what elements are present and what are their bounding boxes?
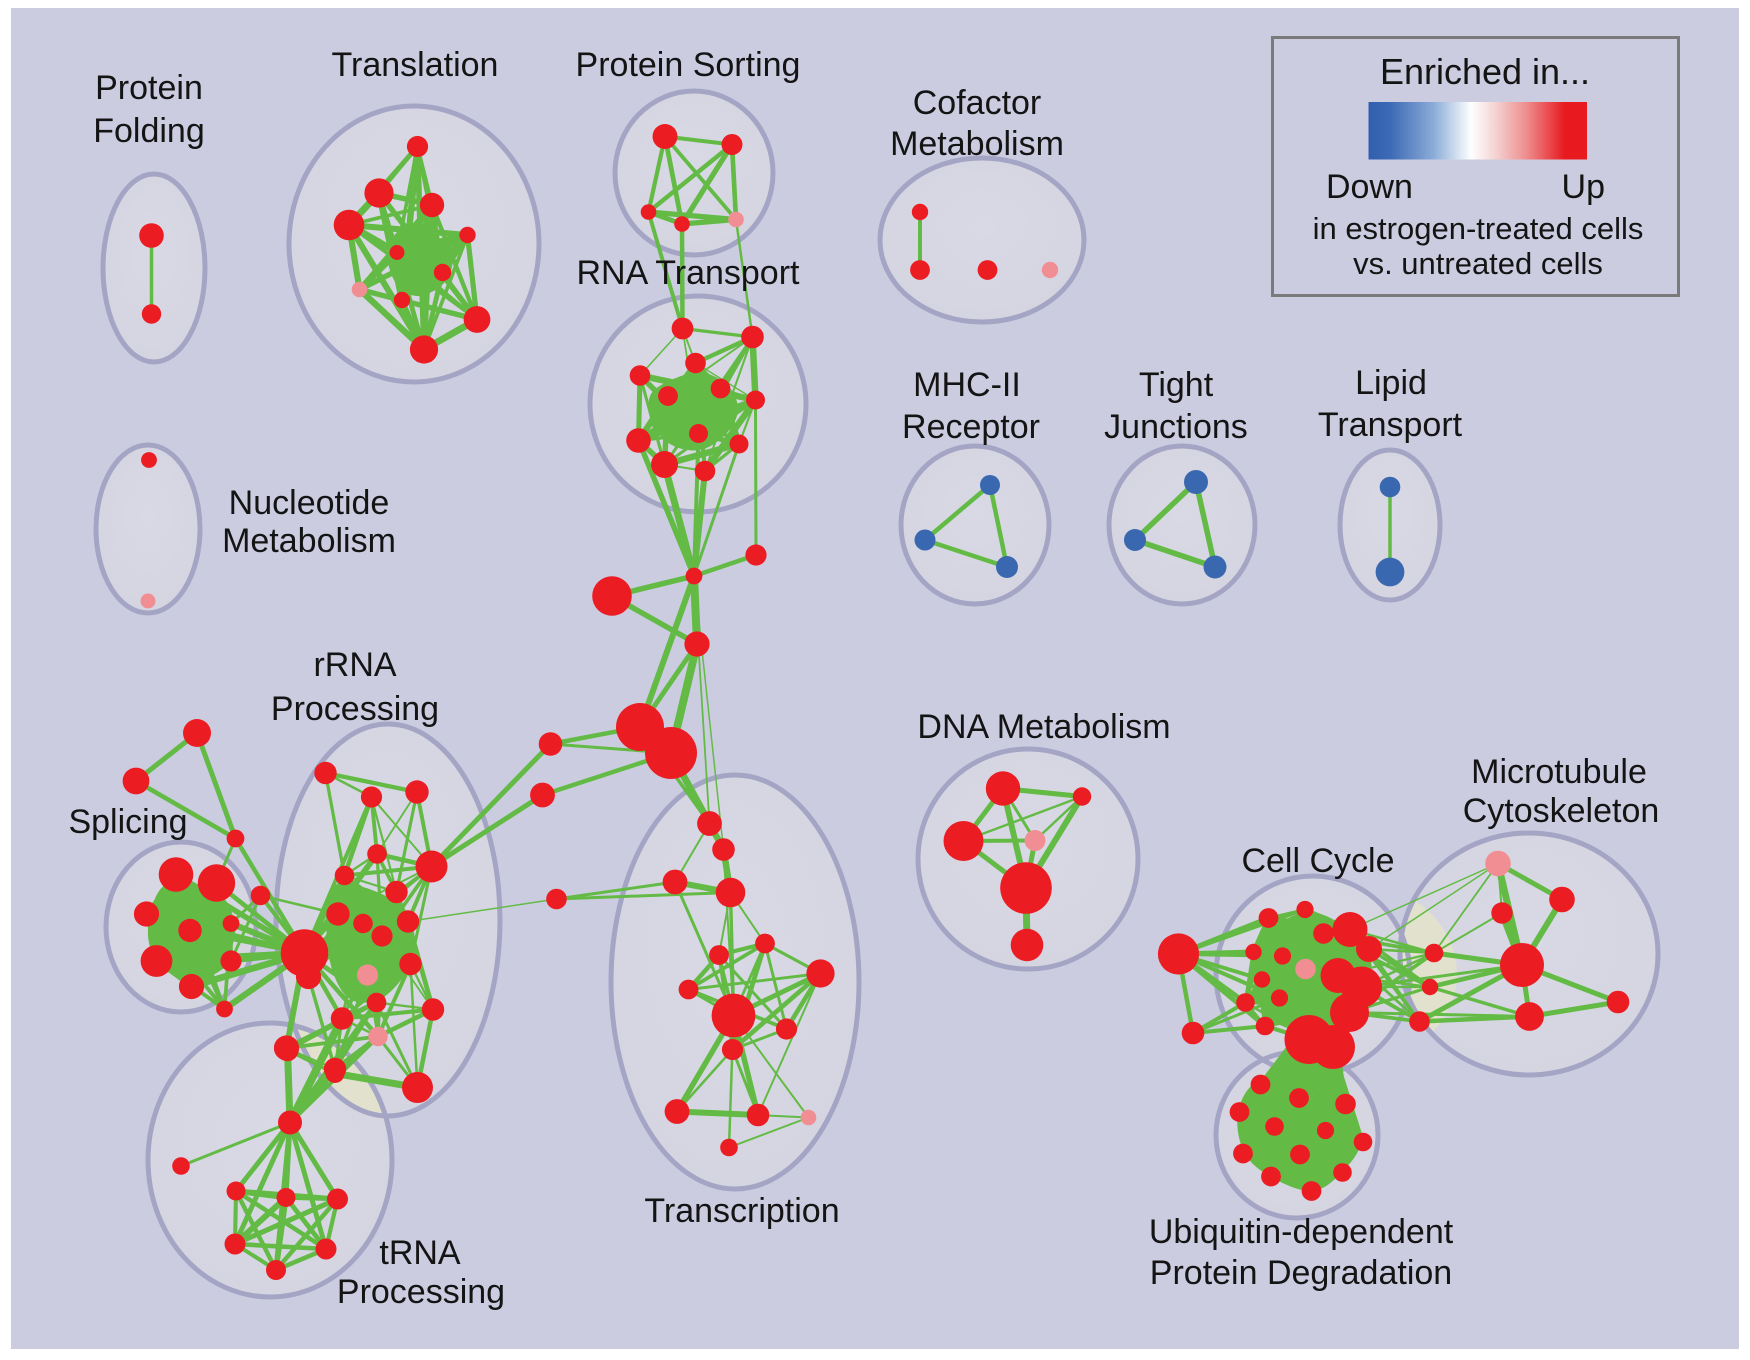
svg-text:Nucleotide: Nucleotide (229, 484, 390, 522)
svg-text:Protein: Protein (95, 69, 203, 107)
svg-text:Enriched in...: Enriched in... (1380, 51, 1590, 92)
svg-text:Down: Down (1326, 168, 1413, 206)
svg-text:Up: Up (1562, 168, 1605, 206)
svg-text:Cell Cycle: Cell Cycle (1241, 842, 1394, 880)
svg-text:Processing: Processing (271, 690, 439, 728)
svg-text:Microtubule: Microtubule (1471, 753, 1647, 791)
svg-text:vs. untreated cells: vs. untreated cells (1353, 246, 1603, 281)
svg-text:Receptor: Receptor (902, 408, 1040, 446)
svg-text:Cytoskeleton: Cytoskeleton (1463, 792, 1660, 830)
svg-text:in estrogen-treated cells: in estrogen-treated cells (1313, 211, 1644, 246)
svg-text:Lipid: Lipid (1355, 364, 1427, 402)
svg-text:tRNA: tRNA (379, 1234, 461, 1272)
svg-text:Protein Degradation: Protein Degradation (1150, 1254, 1452, 1292)
svg-text:Metabolism: Metabolism (890, 125, 1064, 163)
svg-text:Tight: Tight (1139, 366, 1214, 404)
svg-text:Junctions: Junctions (1104, 408, 1248, 446)
svg-text:Translation: Translation (332, 46, 499, 84)
svg-text:Protein Sorting: Protein Sorting (576, 46, 801, 84)
svg-text:rRNA: rRNA (313, 646, 396, 684)
svg-text:Folding: Folding (93, 112, 205, 150)
svg-text:Transcription: Transcription (644, 1192, 839, 1230)
svg-text:Splicing: Splicing (68, 803, 187, 841)
svg-text:MHC-II: MHC-II (913, 366, 1021, 404)
svg-text:Cofactor: Cofactor (913, 84, 1042, 122)
svg-text:RNA Transport: RNA Transport (577, 254, 801, 292)
svg-text:Processing: Processing (337, 1273, 505, 1311)
svg-text:Ubiquitin-dependent: Ubiquitin-dependent (1149, 1213, 1454, 1251)
svg-text:Metabolism: Metabolism (222, 522, 396, 560)
svg-text:Transport: Transport (1318, 406, 1463, 444)
svg-text:DNA Metabolism: DNA Metabolism (917, 708, 1170, 746)
